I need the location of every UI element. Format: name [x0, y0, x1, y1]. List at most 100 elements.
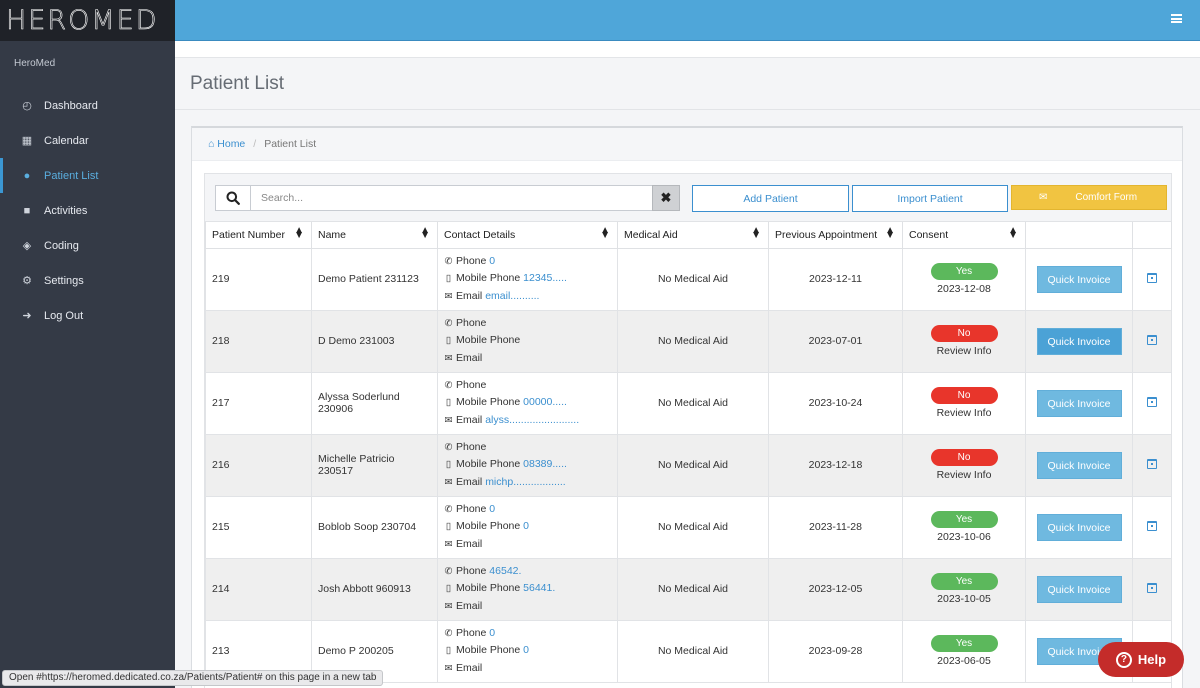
actions-cell: Quick Invoice	[1025, 371, 1133, 435]
column-header-name[interactable]: Name ▲ ▼	[311, 222, 438, 249]
help-button[interactable]: ? Help	[1098, 642, 1184, 677]
mobile-icon: ▯	[445, 273, 452, 285]
consent-badge[interactable]: No	[930, 387, 998, 404]
search-button[interactable]	[215, 185, 251, 211]
consent-badge[interactable]: No	[930, 325, 998, 342]
contact-value-link[interactable]: email..........	[485, 289, 540, 302]
content-panel: ⌂ Home / Patient List ✖ Add Patient Impo…	[191, 126, 1183, 688]
contact-value-link[interactable]: 46542.	[489, 564, 522, 577]
quick-invoice-button[interactable]: Quick Invoice	[1036, 451, 1122, 479]
column-label: Contact Details	[444, 228, 516, 241]
mobile-icon: ▯	[445, 645, 452, 657]
contact-value-link[interactable]: 12345.....	[523, 272, 567, 285]
contact-value-link[interactable]: 0	[489, 502, 496, 515]
sidebar-item-patient-list[interactable]: ● Patient List	[0, 158, 175, 193]
consent-badge[interactable]: Yes	[930, 263, 998, 280]
contact-label: Phone	[456, 564, 487, 577]
column-header-contact-details[interactable]: Contact Details ▲ ▼	[437, 222, 618, 249]
comfort-form-button[interactable]: ✉ Comfort Form	[1011, 185, 1167, 210]
consent-badge[interactable]: Yes	[930, 635, 998, 652]
search-icon	[226, 191, 240, 205]
contact-label: Phone	[456, 626, 487, 639]
patient-name-cell: Boblob Soop 230704	[311, 495, 438, 559]
divider	[175, 109, 1200, 110]
table-row[interactable]: 215 Boblob Soop 230704 ✆ Phone 0 ▯ Mobile Pho…	[205, 495, 1172, 559]
table-row[interactable]: 216 Michelle Patricio 230517 ✆ Phone ▯ Mobil…	[205, 433, 1172, 497]
sidebar-item-label: Dashboard	[44, 99, 98, 112]
contact-value-link[interactable]: 56441.	[523, 582, 556, 595]
add-patient-button[interactable]: Add Patient	[692, 185, 849, 212]
sidebar-item-coding[interactable]: ◈ Coding	[0, 228, 175, 263]
contact-label: Phone	[456, 316, 487, 329]
clear-search-button[interactable]: ✖	[652, 185, 680, 211]
column-header-medical-aid[interactable]: Medical Aid ▲ ▼	[617, 222, 769, 249]
envelope-icon: ✉	[444, 290, 453, 302]
quick-invoice-button[interactable]: Quick Invoice	[1036, 389, 1122, 417]
file-icon: ■	[23, 204, 31, 217]
contact-value-link[interactable]: 0	[523, 644, 529, 657]
contact-mobile: ▯ Mobile Phone 00000.....	[444, 394, 611, 412]
table-row[interactable]: 217 Alyssa Soderlund 230906 ✆ Phone ▯ Mobile…	[205, 371, 1172, 435]
calendar-add-icon[interactable]	[1147, 396, 1157, 407]
table-row[interactable]: 213 Demo P 200205 ✆ Phone 0 ▯ Mobile Phone 0 ✉…	[205, 619, 1172, 683]
patient-table-container: ✖ Add Patient Import Patient ✉ Comfort F…	[204, 173, 1172, 688]
logo[interactable]: HEROMED	[0, 0, 175, 41]
sidebar-item-log-out[interactable]: ➜ Log Out	[0, 298, 175, 333]
menu-icon[interactable]	[1171, 14, 1182, 23]
contact-label: Mobile Phone	[456, 396, 521, 409]
consent-cell: No Review Info	[902, 309, 1026, 373]
quick-invoice-button[interactable]: Quick Invoice	[1036, 265, 1122, 293]
consent-badge[interactable]: Yes	[930, 511, 998, 528]
previous-appointment-cell: 2023-07-01	[768, 309, 903, 373]
table-row[interactable]: 219 Demo Patient 231123 ✆ Phone 0 ▯ Mobile Ph…	[205, 247, 1172, 311]
calendar-add-icon[interactable]	[1147, 334, 1157, 345]
calendar-add-icon[interactable]	[1147, 458, 1157, 469]
actions-cell: Quick Invoice	[1025, 495, 1133, 559]
previous-appointment-cell: 2023-10-24	[768, 371, 903, 435]
contact-mobile: ▯ Mobile Phone 0	[444, 518, 611, 536]
contact-value-link[interactable]: 0	[489, 254, 496, 267]
previous-appointment-cell: 2023-12-05	[768, 557, 903, 621]
table-row[interactable]: 218 D Demo 231003 ✆ Phone ▯ Mobile Phone ✉ Em…	[205, 309, 1172, 373]
column-header-previous-appointment[interactable]: Previous Appointment ▲ ▼	[768, 222, 903, 249]
contact-label: Mobile Phone	[456, 582, 521, 595]
contact-value-link[interactable]: 0	[489, 626, 496, 639]
contact-value-link[interactable]: 00000.....	[523, 396, 567, 409]
consent-detail: 2023-12-08	[937, 283, 991, 295]
sidebar-item-settings[interactable]: ⚙ Settings	[0, 263, 175, 298]
contact-value-link[interactable]: michp..................	[485, 475, 566, 488]
calendar-add-icon[interactable]	[1147, 520, 1157, 531]
contact-phone: ✆ Phone	[444, 315, 611, 333]
medical-aid-cell: No Medical Aid	[617, 557, 769, 621]
calendar-add-icon[interactable]	[1147, 272, 1157, 283]
contact-details-cell: ✆ Phone ▯ Mobile Phone 00000..... ✉ Email al…	[437, 371, 618, 435]
medical-aid-cell: No Medical Aid	[617, 309, 769, 373]
contact-value-link[interactable]: alyss........................	[485, 413, 580, 426]
contact-email: ✉ Email	[444, 598, 611, 616]
contact-value-link[interactable]: 08389.....	[523, 458, 567, 471]
consent-detail: Review Info	[936, 345, 992, 357]
quick-invoice-button[interactable]: Quick Invoice	[1036, 327, 1122, 355]
contact-value-link[interactable]: 0	[523, 520, 529, 533]
consent-badge[interactable]: No	[930, 449, 998, 466]
envelope-icon: ✉	[444, 352, 453, 364]
breadcrumb-home[interactable]: ⌂ Home	[208, 138, 245, 150]
consent-detail: Review Info	[936, 407, 992, 419]
import-patient-button[interactable]: Import Patient	[852, 185, 1008, 212]
calendar-cell	[1132, 309, 1172, 373]
patient-name-cell: Michelle Patricio 230517	[311, 433, 438, 497]
consent-badge[interactable]: Yes	[930, 573, 998, 590]
sidebar-item-activities[interactable]: ■ Activities	[0, 193, 175, 228]
quick-invoice-button[interactable]: Quick Invoice	[1036, 575, 1122, 603]
contact-label: Mobile Phone	[456, 644, 521, 657]
breadcrumb-home-label: Home	[217, 138, 246, 150]
sidebar-item-dashboard[interactable]: ◴ Dashboard	[0, 88, 175, 123]
calendar-add-icon[interactable]	[1147, 582, 1157, 593]
column-header-consent[interactable]: Consent ▲ ▼	[902, 222, 1026, 249]
column-header-patient-number[interactable]: Patient Number ▲ ▼	[205, 222, 312, 249]
table-row[interactable]: 214 Josh Abbott 960913 ✆ Phone 46542. ▯ Mobil…	[205, 557, 1172, 621]
calendar-cell	[1132, 371, 1172, 435]
search-input[interactable]	[250, 185, 653, 211]
quick-invoice-button[interactable]: Quick Invoice	[1036, 513, 1122, 541]
sidebar-item-calendar[interactable]: ▦ Calendar	[0, 123, 175, 158]
